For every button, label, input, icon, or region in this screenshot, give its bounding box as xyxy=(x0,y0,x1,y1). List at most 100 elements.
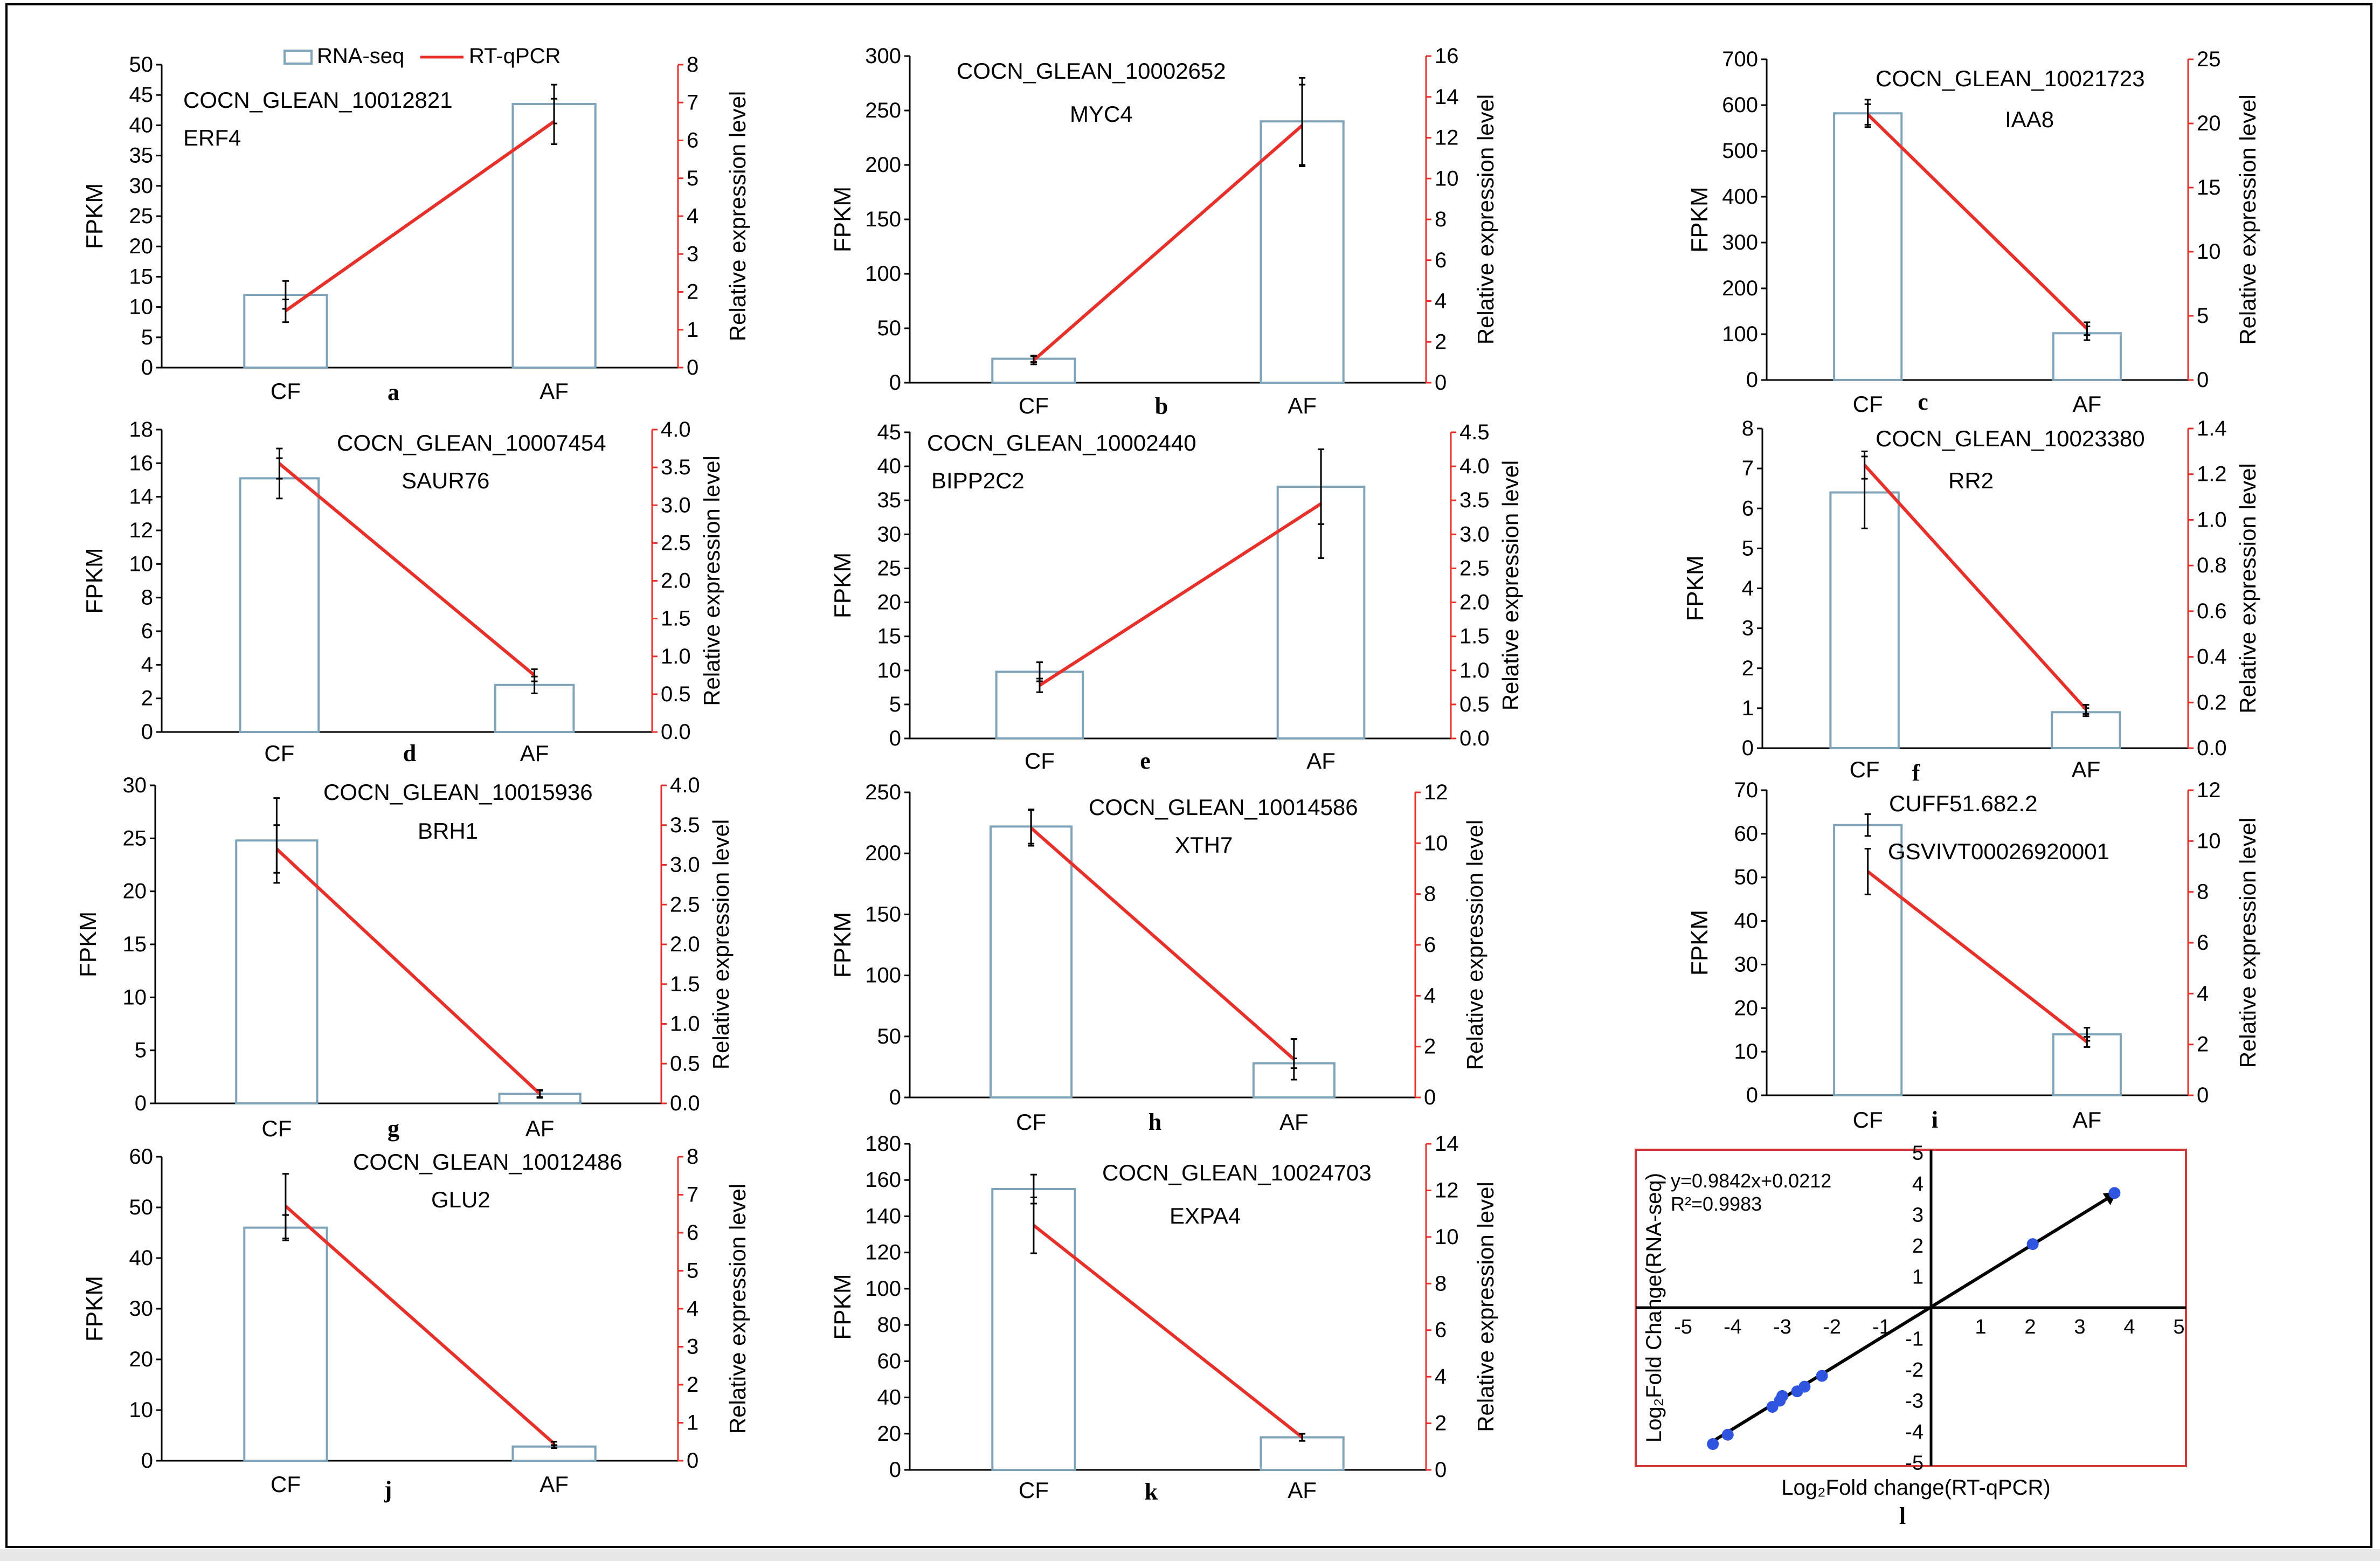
legend-rtqpcr-label: RT-qPCR xyxy=(469,44,561,68)
y2-tick-label: 3.0 xyxy=(1459,522,1490,546)
y-tick-label: 4 xyxy=(1742,577,1754,600)
y-tick-label: 0 xyxy=(141,356,153,379)
gene-name-label: RR2 xyxy=(1948,468,1994,493)
y2-tick-label: 12 xyxy=(1435,1178,1459,1202)
panel-letter: a xyxy=(388,379,399,405)
y2-axis-title: Relative expression level xyxy=(708,819,734,1070)
legend: RNA-seq RT-qPCR xyxy=(283,44,561,68)
gene-id-label: COCN_GLEAN_10002652 xyxy=(957,58,1226,84)
fit-r2: R²=0.9983 xyxy=(1671,1193,1762,1215)
y2-tick-label: 4 xyxy=(687,204,698,228)
y2-tick-label: 1.0 xyxy=(661,645,691,668)
y-tick-label: 30 xyxy=(877,522,902,546)
y-tick-label: 20 xyxy=(877,1422,902,1446)
y-axis-title: FPKM xyxy=(81,1276,108,1342)
gene-name-label: IAA8 xyxy=(2005,107,2054,132)
y-tick-label: 60 xyxy=(877,1349,902,1373)
y-tick-label: 6 xyxy=(1742,496,1754,520)
y2-tick-label: 4 xyxy=(1435,1365,1447,1389)
y-tick-label: 250 xyxy=(865,780,901,804)
y-tick-label: 6 xyxy=(141,619,153,643)
category-label: CF xyxy=(1025,748,1055,773)
y-tick-label: 8 xyxy=(141,586,153,610)
y2-tick-label: 1 xyxy=(687,318,698,342)
y2-tick-label: 0.5 xyxy=(1459,693,1490,716)
bar-cf xyxy=(243,1226,328,1462)
y-tick-label: 200 xyxy=(865,153,901,177)
y-tick-label: 30 xyxy=(1734,952,1759,976)
gene-name-label: GLU2 xyxy=(431,1187,490,1212)
y-tick-label: 20 xyxy=(129,234,154,258)
y2-tick-label: 4 xyxy=(2197,982,2209,1005)
category-label: CF xyxy=(1019,1477,1049,1503)
y2-tick-label: 0 xyxy=(687,356,698,379)
y-tick-label: 15 xyxy=(877,625,902,648)
y2-tick-label: 10 xyxy=(1435,1225,1459,1249)
y-axis-title: FPKM xyxy=(81,548,108,613)
y2-axis-title: Relative expression level xyxy=(2235,818,2260,1068)
legend-rnaseq-swatch xyxy=(283,50,313,65)
category-label: CF xyxy=(1019,393,1049,418)
y2-axis-title: Relative expression level xyxy=(1462,820,1488,1070)
gene-name-label: MYC4 xyxy=(1070,101,1133,127)
x-tick-label: 5 xyxy=(2173,1316,2184,1338)
panel-d: 0 2 4 6 8 10 12 14 16 18 0.0 0.5 1.0 1.5 2.0 2.5 3.0 3.5 4… xyxy=(81,418,724,766)
y-tick-label: 400 xyxy=(1722,185,1758,209)
y2-axis-title: Relative expression level xyxy=(1473,94,1498,345)
bar-cf xyxy=(1833,112,1903,382)
y2-tick-label: 5 xyxy=(687,1259,698,1283)
y2-tick-label: 0.8 xyxy=(2197,554,2227,577)
y2-tick-label: 2.5 xyxy=(661,531,691,555)
y2-tick-label: 0 xyxy=(2197,1083,2209,1107)
category-label: AF xyxy=(1288,393,1317,418)
y2-tick-label: 6 xyxy=(1435,1318,1447,1342)
gene-id-label: COCN_GLEAN_10023380 xyxy=(1876,426,2145,451)
y-axis-title: FPKM xyxy=(829,912,856,978)
y-tick-label: 10 xyxy=(1734,1040,1759,1063)
rtqpcr-line xyxy=(285,120,555,313)
y2-tick-label: 10 xyxy=(2197,240,2221,264)
panel-g: 0 5 10 15 20 25 30 0.0 0.5 1.0 1.5 2.0 2.5 3.0 3.5 4.0 F… xyxy=(75,773,734,1142)
y2-tick-label: 4 xyxy=(687,1297,698,1321)
y-tick-label: 2 xyxy=(1912,1235,1924,1258)
y2-tick-label: 0.6 xyxy=(2197,599,2227,623)
y-tick-label: 50 xyxy=(1734,866,1759,889)
panel-letter: h xyxy=(1149,1109,1161,1135)
category-label: AF xyxy=(520,741,549,766)
y-tick-label: 120 xyxy=(865,1241,901,1265)
y2-tick-label: 7 xyxy=(687,1183,698,1207)
y2-tick-label: 3.0 xyxy=(670,853,700,877)
panel-j: 0 10 20 30 40 50 60 0 1 2 3 4 5 6 7 8 FPKM Relative expre… xyxy=(81,1145,750,1503)
category-label: AF xyxy=(1288,1477,1317,1503)
y2-tick-label: 3 xyxy=(687,1335,698,1359)
y2-tick-label: 8 xyxy=(1435,1272,1447,1295)
y-tick-label: 10 xyxy=(129,295,154,319)
y-tick-label: 250 xyxy=(865,99,901,122)
scatter-point xyxy=(1798,1380,1811,1393)
gene-name-label: GSVIVT00026920001 xyxy=(1888,839,2109,864)
y-tick-label: 1 xyxy=(1912,1266,1924,1289)
bar-cf xyxy=(239,477,320,734)
y-tick-label: 100 xyxy=(865,1277,901,1301)
y2-tick-label: 0.5 xyxy=(661,682,691,706)
y-tick-label: 7 xyxy=(1742,457,1754,480)
gene-id-label: COCN_GLEAN_10014586 xyxy=(1089,795,1358,820)
y-tick-label: 40 xyxy=(129,1246,154,1270)
y-tick-label: 700 xyxy=(1722,47,1758,71)
y2-tick-label: 1 xyxy=(687,1411,698,1435)
y2-tick-label: 8 xyxy=(1435,208,1447,231)
y2-tick-label: 1.4 xyxy=(2197,417,2227,440)
rtqpcr-line xyxy=(1033,1224,1303,1439)
panel-letter: e xyxy=(1140,748,1151,774)
y-tick-label: 300 xyxy=(865,44,901,68)
y-tick-label: 0 xyxy=(135,1092,147,1115)
y2-tick-label: 4.0 xyxy=(1459,454,1490,478)
rtqpcr-line xyxy=(1030,826,1295,1061)
y2-tick-label: 0 xyxy=(1435,371,1447,395)
y-tick-label: 5 xyxy=(1742,536,1754,560)
y2-tick-label: 0.4 xyxy=(2197,645,2227,669)
y-tick-label: 200 xyxy=(865,841,901,865)
y-tick-label: 70 xyxy=(1734,778,1759,802)
y-tick-label: 150 xyxy=(865,902,901,926)
x-tick-label: -4 xyxy=(1724,1316,1742,1338)
